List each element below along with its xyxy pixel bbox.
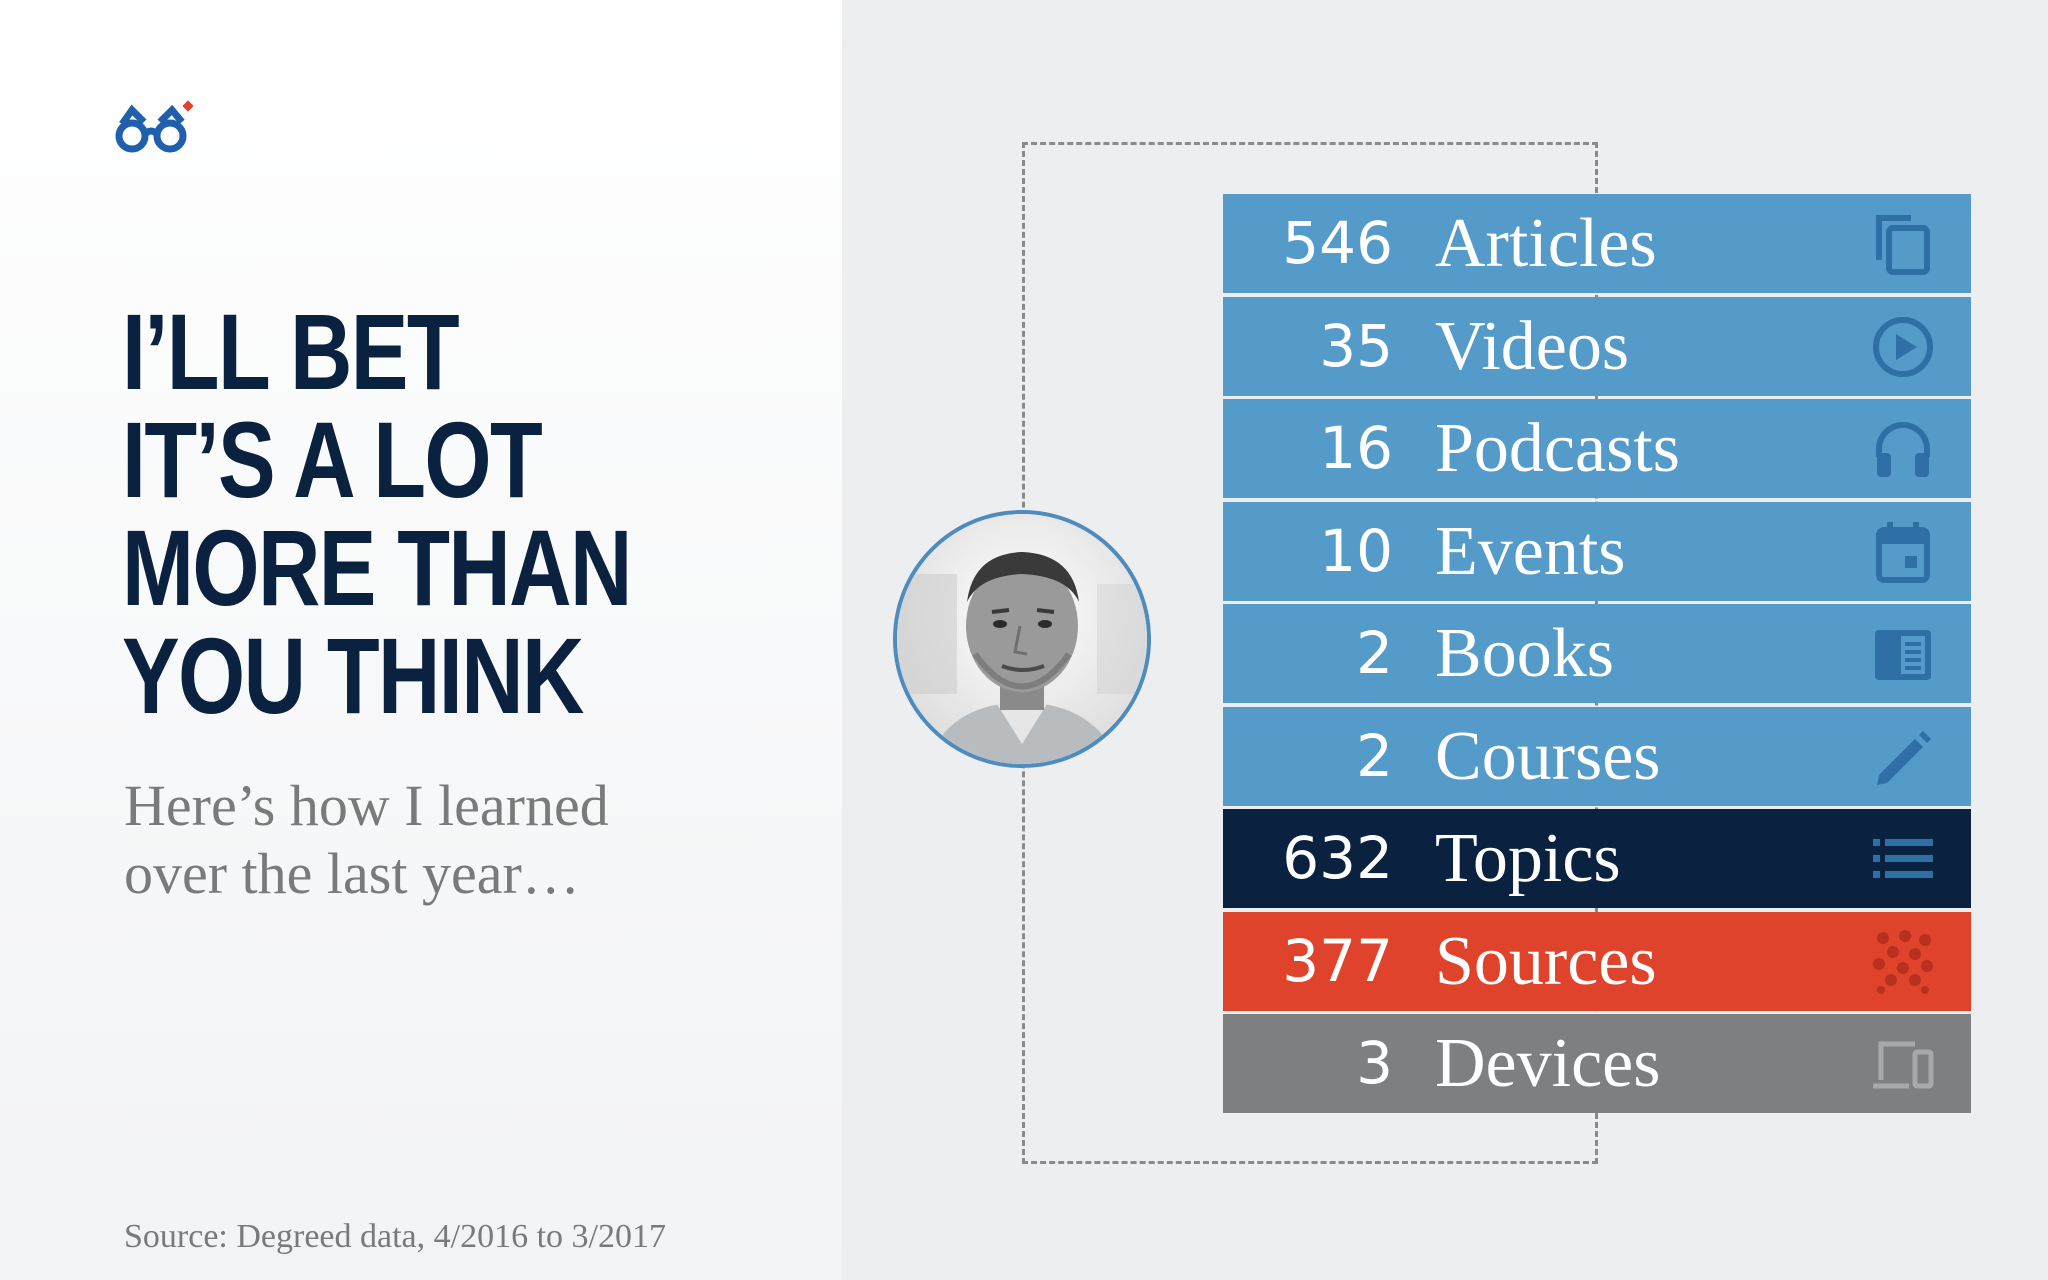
headline: I’LL BET IT’S A LOT MORE THAN YOU THINK (122, 291, 632, 736)
dots-cluster-icon (1873, 929, 1933, 994)
subtitle-line: Here’s how I learned (124, 773, 609, 838)
headphones-icon (1876, 422, 1930, 477)
stat-label: Books (1435, 615, 1614, 692)
stat-value: 632 (1282, 824, 1393, 892)
stat-row-podcasts: 16 Podcasts (1223, 399, 1971, 498)
stat-row-topics: 632 Topics (1223, 809, 1971, 908)
pencil-icon (1877, 730, 1931, 785)
stat-value: 16 (1319, 414, 1393, 482)
stat-value: 2 (1356, 619, 1393, 687)
headline-line: YOU THINK (122, 615, 584, 736)
subtitle: Here’s how I learned over the last year… (124, 772, 744, 908)
list-icon (1873, 839, 1933, 878)
left-panel (0, 0, 842, 1280)
headline-line: MORE THAN (122, 507, 632, 628)
portrait-image (897, 514, 1147, 764)
stat-label: Events (1435, 512, 1626, 590)
stat-label: Topics (1435, 820, 1621, 897)
stat-value: 546 (1282, 209, 1393, 277)
stat-row-videos: 35 Videos (1223, 296, 1971, 396)
headline-line: I’LL BET (122, 291, 460, 412)
stat-label: Courses (1435, 717, 1661, 795)
stat-row-articles: 546 Articles (1223, 194, 1971, 293)
subtitle-line: over the last year… (124, 841, 580, 906)
stat-value: 2 (1356, 721, 1393, 790)
stat-value: 35 (1319, 311, 1393, 380)
headline-line: IT’S A LOT (122, 399, 543, 520)
devices-icon (1873, 1041, 1934, 1089)
book-icon (1875, 630, 1931, 680)
source-note: Source: Degreed data, 4/2016 to 3/2017 (124, 1218, 666, 1255)
stat-label: Sources (1435, 922, 1657, 1000)
avatar (893, 510, 1151, 768)
stat-row-courses: 2 Courses (1223, 706, 1971, 806)
calendar-icon (1876, 521, 1930, 583)
stat-label: Videos (1435, 307, 1630, 385)
stat-value: 10 (1319, 516, 1393, 585)
copy-icon (1876, 215, 1930, 275)
stat-label: Podcasts (1435, 410, 1680, 487)
stat-row-sources: 377 Sources (1223, 911, 1971, 1011)
play-circle-icon (1873, 316, 1933, 377)
stat-row-books: 2 Books (1223, 604, 1971, 703)
stat-value: 377 (1282, 926, 1393, 995)
degreed-glasses-logo (115, 100, 194, 153)
stat-row-events: 10 Events (1223, 501, 1971, 601)
stat-row-devices: 3 Devices (1223, 1014, 1971, 1113)
stat-label: Articles (1435, 205, 1657, 282)
stat-label: Devices (1435, 1025, 1661, 1102)
stats-list: 546 Articles 35 Videos 16 Podcasts 10 Ev… (1223, 194, 1971, 1117)
stat-value: 3 (1356, 1029, 1393, 1097)
